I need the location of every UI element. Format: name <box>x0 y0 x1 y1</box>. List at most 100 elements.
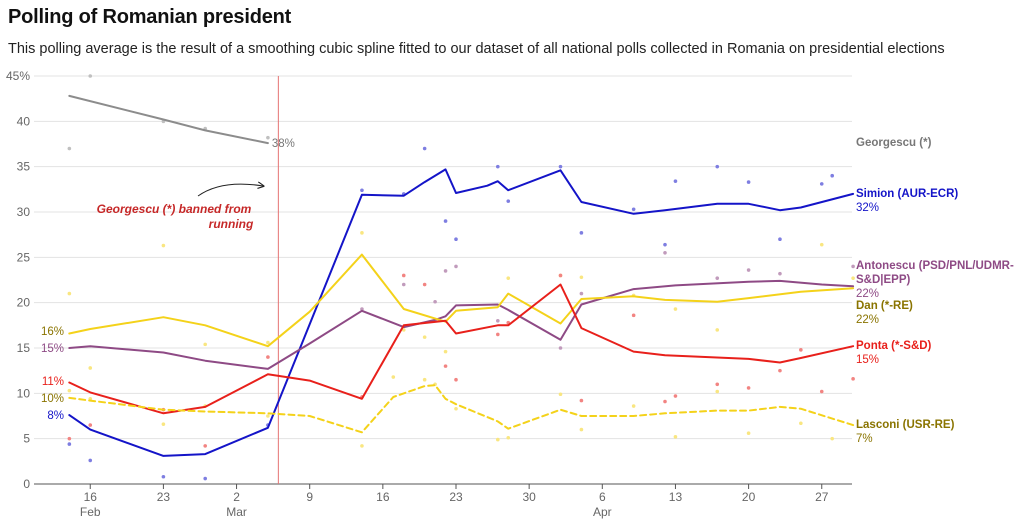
poll-dot <box>443 219 448 223</box>
series-start-value: 8% <box>47 410 64 422</box>
poll-dot <box>631 313 636 318</box>
poll-dot <box>203 444 207 448</box>
series-start-value: 16% <box>41 326 64 338</box>
poll-dot <box>819 242 824 247</box>
y-tick-label: 15 <box>17 341 31 355</box>
series-start-value: 15% <box>41 343 64 355</box>
x-tick-label: 16 <box>376 490 390 504</box>
series-line <box>68 94 269 145</box>
x-tick-label: 20 <box>742 490 756 504</box>
poll-dot <box>579 398 584 403</box>
poll-dot <box>746 386 751 390</box>
poll-dot <box>819 389 824 394</box>
poll-dot <box>443 349 448 354</box>
poll-dot <box>673 307 678 311</box>
series-name-label: Georgescu (*) <box>856 137 932 149</box>
series-name-label: Antonescu (PSD/PNL/UDMR- <box>856 260 1014 272</box>
series-end-value: 38% <box>272 138 295 150</box>
y-tick-label: 45% <box>6 69 30 83</box>
poll-dot <box>67 291 72 296</box>
poll-dot <box>558 392 563 397</box>
poll-dot <box>715 276 720 280</box>
y-tick-label: 30 <box>17 205 31 219</box>
poll-dot <box>631 404 636 408</box>
y-tick-label: 20 <box>17 296 31 310</box>
series-end-value: 7% <box>856 433 873 445</box>
y-tick-label: 35 <box>17 160 31 174</box>
poll-dot <box>830 173 834 178</box>
poll-dot <box>88 423 93 427</box>
poll-dot <box>454 237 458 241</box>
poll-dot <box>579 427 584 432</box>
poll-dot <box>663 399 667 404</box>
poll-dot <box>401 282 406 287</box>
poll-dot <box>746 431 751 436</box>
poll-dot <box>422 377 427 382</box>
x-tick-label: 23 <box>157 490 171 504</box>
annotation-arrow <box>197 184 263 197</box>
poll-dot <box>830 436 834 441</box>
series-start-value: 11% <box>42 376 64 388</box>
series-end-value: 22% <box>856 314 879 326</box>
poll-dot <box>360 307 364 311</box>
x-tick-label: 9 <box>306 490 313 504</box>
series-line <box>68 384 855 434</box>
poll-dot <box>67 146 72 151</box>
series-name-label: Ponta (*-S&D) <box>856 340 932 352</box>
poll-dot <box>443 269 448 273</box>
poll-dot <box>663 242 667 247</box>
poll-dot <box>88 458 93 463</box>
chart-title: Polling of Romanian president <box>8 6 292 28</box>
series-line <box>68 168 855 457</box>
poll-dot <box>496 437 500 442</box>
series-name-label: Simion (AUR-ECR) <box>856 188 958 200</box>
poll-dot <box>851 276 855 280</box>
poll-dot <box>454 264 458 269</box>
y-tick-label: 0 <box>23 477 30 491</box>
x-tick-label: 16 <box>84 490 98 504</box>
series-end-value: 32% <box>856 202 879 214</box>
series-name-label: Lasconi (USR-RE) <box>856 419 955 431</box>
y-tick-label: 40 <box>17 114 31 128</box>
series-line <box>68 283 855 415</box>
poll-dot <box>673 435 678 439</box>
series-end-value: 15% <box>856 354 879 366</box>
poll-dot <box>663 251 667 255</box>
poll-dot <box>819 182 824 186</box>
series-lines <box>68 94 855 457</box>
poll-dot <box>422 282 427 287</box>
poll-dot <box>579 231 584 235</box>
poll-dot <box>558 346 563 350</box>
ban-annotation-line-1: Georgescu (*) banned from <box>97 202 252 216</box>
poll-dot <box>88 366 93 370</box>
poll-dot <box>746 268 751 272</box>
y-tick-label: 25 <box>17 250 31 264</box>
poll-dot <box>631 207 636 212</box>
chart-subtitle: This polling average is the result of a … <box>8 41 945 57</box>
y-axis: 45% 40 35 30 25 20 15 10 5 0 <box>6 69 30 491</box>
series-line <box>68 279 855 370</box>
poll-dot <box>161 422 166 426</box>
poll-dot <box>433 299 437 304</box>
x-tick-label: 6 <box>599 490 606 504</box>
event-marker: Georgescu (*) banned from running <box>97 76 279 484</box>
x-tick-label: 30 <box>522 490 536 504</box>
x-month-label: Mar <box>226 505 247 519</box>
poll-dot <box>88 74 93 78</box>
series-name-label-cont: S&D|EPP) <box>856 274 911 286</box>
series-end-value: 22% <box>856 288 879 300</box>
x-tick-label: 13 <box>669 490 683 504</box>
x-month-label: Feb <box>80 505 101 519</box>
poll-dot <box>360 444 364 448</box>
poll-dot <box>799 348 803 352</box>
poll-dot <box>422 146 427 151</box>
poll-dot <box>558 273 563 278</box>
poll-dot <box>558 164 563 169</box>
poll-dot <box>851 264 855 269</box>
series-name-label: Dan (*-RE) <box>856 300 913 312</box>
y-tick-label: 5 <box>23 432 30 446</box>
poll-dot <box>266 414 270 418</box>
poll-dot <box>778 368 782 373</box>
poll-dot <box>266 340 270 345</box>
